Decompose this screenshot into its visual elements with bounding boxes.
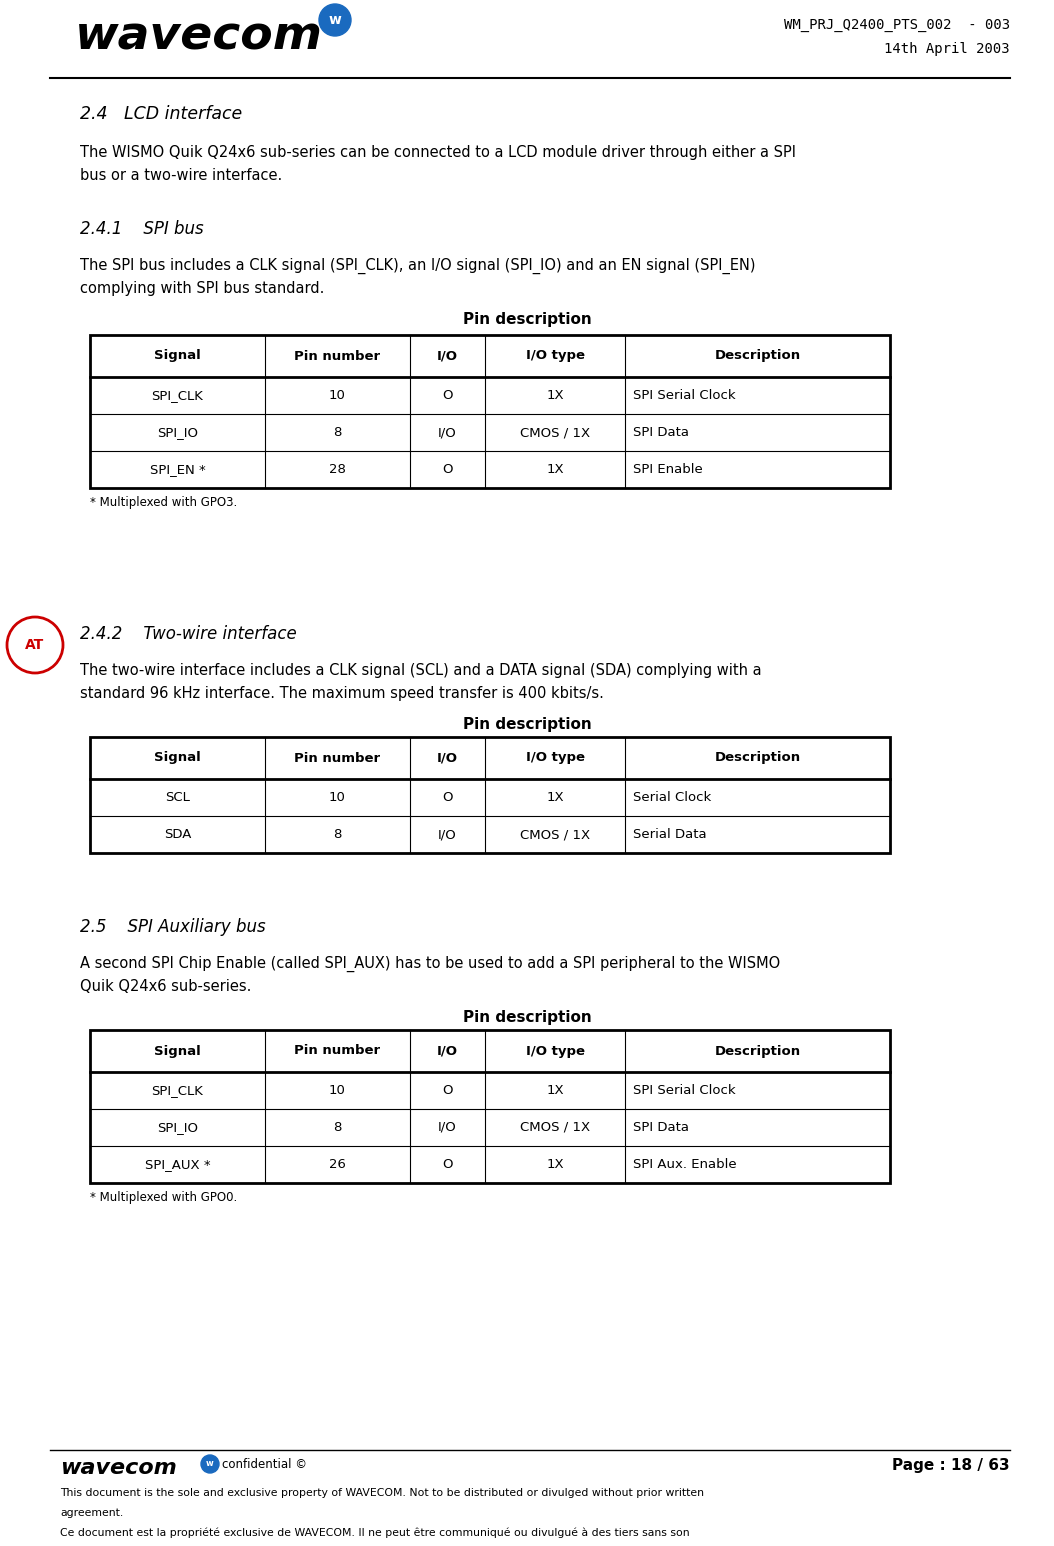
Text: I/O: I/O <box>438 427 456 439</box>
Text: 2.5    SPI Auxiliary bus: 2.5 SPI Auxiliary bus <box>80 918 266 935</box>
Text: 1X: 1X <box>546 1158 564 1170</box>
Text: I/O type: I/O type <box>526 1045 585 1057</box>
Text: I/O: I/O <box>437 751 458 765</box>
Text: SPI_EN *: SPI_EN * <box>150 462 206 476</box>
Text: 2.4.2    Two-wire interface: 2.4.2 Two-wire interface <box>80 625 297 643</box>
Text: O: O <box>443 1158 453 1170</box>
Text: I/O: I/O <box>438 1121 456 1135</box>
Text: SPI Enable: SPI Enable <box>633 462 703 476</box>
Text: The WISMO Quik Q24x6 sub-series can be connected to a LCD module driver through : The WISMO Quik Q24x6 sub-series can be c… <box>80 145 796 159</box>
Circle shape <box>7 617 63 673</box>
Text: SCL: SCL <box>165 792 190 804</box>
Text: SPI_IO: SPI_IO <box>157 1121 198 1135</box>
Text: I/O type: I/O type <box>526 751 585 765</box>
Text: 2.4.1    SPI bus: 2.4.1 SPI bus <box>80 220 203 238</box>
Text: The SPI bus includes a CLK signal (SPI_CLK), an I/O signal (SPI_IO) and an EN si: The SPI bus includes a CLK signal (SPI_C… <box>80 258 756 274</box>
Circle shape <box>319 5 351 36</box>
Text: 28: 28 <box>329 462 346 476</box>
Text: 10: 10 <box>329 792 346 804</box>
Text: * Multiplexed with GPO3.: * Multiplexed with GPO3. <box>90 496 237 509</box>
Text: Description: Description <box>715 349 801 362</box>
Text: Pin description: Pin description <box>463 312 591 328</box>
Text: agreement.: agreement. <box>60 1507 123 1518</box>
Text: wavecom: wavecom <box>60 1458 177 1478</box>
Text: WM_PRJ_Q2400_PTS_002  - 003: WM_PRJ_Q2400_PTS_002 - 003 <box>784 19 1010 32</box>
Text: Pin description: Pin description <box>463 717 591 731</box>
Text: 1X: 1X <box>546 462 564 476</box>
Text: SPI Data: SPI Data <box>633 1121 689 1135</box>
Text: standard 96 kHz interface. The maximum speed transfer is 400 kbits/s.: standard 96 kHz interface. The maximum s… <box>80 686 604 700</box>
Text: Pin description: Pin description <box>463 1010 591 1025</box>
Text: * Multiplexed with GPO0.: * Multiplexed with GPO0. <box>90 1190 237 1204</box>
Bar <box>90 1030 890 1183</box>
Text: confidential ©: confidential © <box>222 1458 307 1470</box>
Text: SDA: SDA <box>163 829 191 841</box>
Text: Description: Description <box>715 751 801 765</box>
Text: 8: 8 <box>333 1121 341 1135</box>
Text: SPI_IO: SPI_IO <box>157 427 198 439</box>
Text: O: O <box>443 792 453 804</box>
Text: I/O type: I/O type <box>526 349 585 362</box>
Text: 26: 26 <box>329 1158 346 1170</box>
Text: I/O: I/O <box>438 829 456 841</box>
Text: 8: 8 <box>333 427 341 439</box>
Text: I/O: I/O <box>437 349 458 362</box>
Text: Ce document est la propriété exclusive de WAVECOM. Il ne peut être communiqué ou: Ce document est la propriété exclusive d… <box>60 1527 689 1538</box>
Bar <box>90 737 890 853</box>
Text: Quik Q24x6 sub-series.: Quik Q24x6 sub-series. <box>80 979 251 994</box>
Bar <box>90 335 890 489</box>
Text: bus or a two-wire interface.: bus or a two-wire interface. <box>80 169 282 182</box>
Text: Pin number: Pin number <box>294 1045 380 1057</box>
Text: O: O <box>443 462 453 476</box>
Text: 8: 8 <box>333 829 341 841</box>
Text: Signal: Signal <box>154 1045 201 1057</box>
Text: 10: 10 <box>329 390 346 402</box>
Text: A second SPI Chip Enable (called SPI_AUX) has to be used to add a SPI peripheral: A second SPI Chip Enable (called SPI_AUX… <box>80 955 780 972</box>
Text: Pin number: Pin number <box>294 349 380 362</box>
Text: SPI_CLK: SPI_CLK <box>152 1084 203 1098</box>
Text: The two-wire interface includes a CLK signal (SCL) and a DATA signal (SDA) compl: The two-wire interface includes a CLK si… <box>80 663 762 679</box>
Text: wavecom: wavecom <box>75 15 323 60</box>
Text: CMOS / 1X: CMOS / 1X <box>520 829 590 841</box>
Text: O: O <box>443 1084 453 1098</box>
Text: w: w <box>207 1459 214 1469</box>
Text: SPI Serial Clock: SPI Serial Clock <box>633 390 736 402</box>
Text: Signal: Signal <box>154 349 201 362</box>
Text: SPI_AUX *: SPI_AUX * <box>144 1158 211 1170</box>
Text: 1X: 1X <box>546 792 564 804</box>
Text: SPI Aux. Enable: SPI Aux. Enable <box>633 1158 737 1170</box>
Text: AT: AT <box>25 638 44 652</box>
Text: SPI Serial Clock: SPI Serial Clock <box>633 1084 736 1098</box>
Text: 10: 10 <box>329 1084 346 1098</box>
Text: w: w <box>329 12 341 26</box>
Text: Description: Description <box>715 1045 801 1057</box>
Text: Pin number: Pin number <box>294 751 380 765</box>
Text: O: O <box>443 390 453 402</box>
Text: 1X: 1X <box>546 390 564 402</box>
Text: 1X: 1X <box>546 1084 564 1098</box>
Text: Serial Clock: Serial Clock <box>633 792 711 804</box>
Text: 2.4   LCD interface: 2.4 LCD interface <box>80 105 242 124</box>
Text: CMOS / 1X: CMOS / 1X <box>520 1121 590 1135</box>
Text: Signal: Signal <box>154 751 201 765</box>
Text: CMOS / 1X: CMOS / 1X <box>520 427 590 439</box>
Text: SPI Data: SPI Data <box>633 427 689 439</box>
Text: I/O: I/O <box>437 1045 458 1057</box>
Text: This document is the sole and exclusive property of WAVECOM. Not to be distribut: This document is the sole and exclusive … <box>60 1487 704 1498</box>
Text: 14th April 2003: 14th April 2003 <box>884 42 1010 56</box>
Text: Serial Data: Serial Data <box>633 829 706 841</box>
Text: Page : 18 / 63: Page : 18 / 63 <box>893 1458 1010 1473</box>
Text: complying with SPI bus standard.: complying with SPI bus standard. <box>80 281 325 295</box>
Text: SPI_CLK: SPI_CLK <box>152 390 203 402</box>
Circle shape <box>201 1455 219 1473</box>
